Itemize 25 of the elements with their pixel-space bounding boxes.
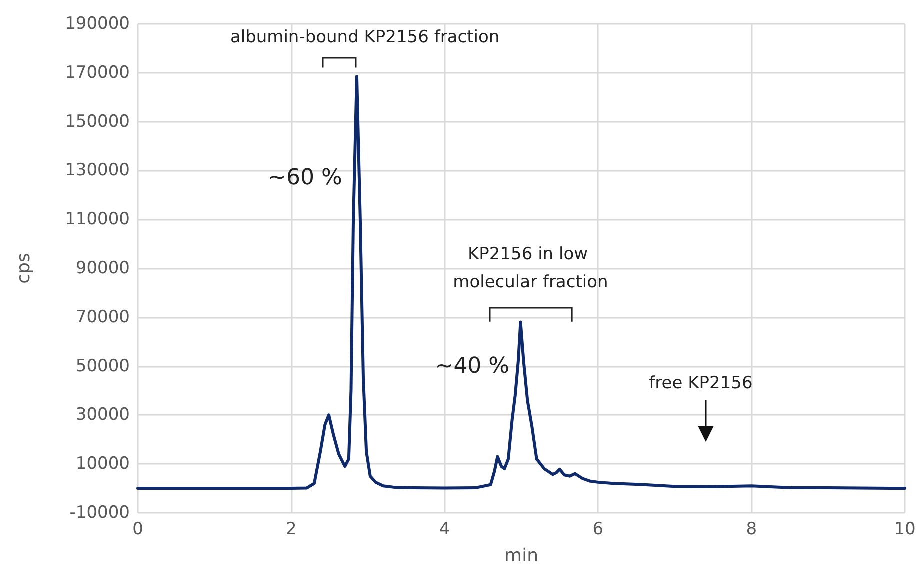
y-tick-label: 50000: [76, 356, 130, 376]
line-series: [136, 75, 906, 490]
x-tick-label: 0: [132, 520, 144, 540]
annotation: albumin-bound KP2156 fraction: [230, 27, 500, 48]
y-tick-label: 150000: [65, 112, 130, 132]
y-tick-label: 90000: [76, 258, 130, 278]
y-tick-label: -10000: [70, 503, 130, 523]
y-tick-label: 110000: [65, 210, 130, 230]
y-tick-label: 130000: [65, 160, 130, 181]
y-tick-label: 170000: [65, 62, 130, 83]
annotation: ~40 %: [435, 354, 510, 379]
annotation: KP2156 in low molecular fraction: [453, 244, 608, 292]
x-tick-label: 6: [592, 520, 604, 540]
y-axis-title: cps: [14, 253, 34, 284]
y-tick-label: 10000: [76, 454, 130, 474]
y-tick-label: 190000: [65, 14, 130, 34]
y-tick-label: 70000: [76, 307, 130, 328]
x-tick-label: 8: [746, 520, 758, 540]
y-tick-label: 30000: [76, 405, 130, 426]
annotation: ~60 %: [268, 166, 342, 191]
x-tick-label: 10: [894, 520, 916, 540]
annotation: free KP2156: [649, 373, 753, 394]
x-axis-title: min: [504, 546, 538, 566]
x-tick-label: 4: [439, 520, 450, 540]
x-tick-label: 2: [286, 520, 297, 540]
